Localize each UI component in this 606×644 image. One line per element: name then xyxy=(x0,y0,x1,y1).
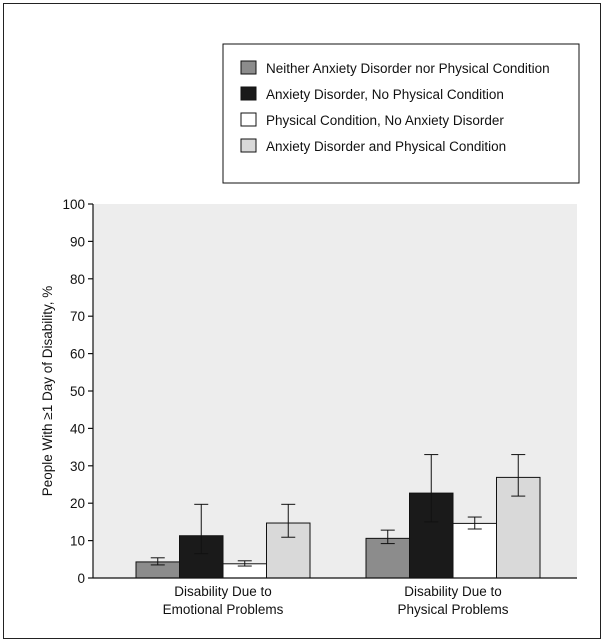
legend-label: Physical Condition, No Anxiety Disorder xyxy=(266,113,504,128)
error-bar xyxy=(511,454,526,497)
y-axis: 0 10 20 30 40 50 60 70 80 90 100 xyxy=(62,197,94,586)
y-tick-label: 80 xyxy=(70,272,85,287)
y-tick-label: 0 xyxy=(77,571,85,586)
y-tick-label: 10 xyxy=(70,534,85,549)
y-tick-label: 50 xyxy=(70,384,85,399)
error-bar xyxy=(380,529,395,545)
legend-box xyxy=(222,43,580,184)
legend-item: Physical Condition, No Anxiety Disorder xyxy=(240,112,504,128)
legend-swatch xyxy=(240,112,257,127)
figure-frame xyxy=(3,3,601,639)
y-tick-label: 100 xyxy=(62,197,85,212)
error-bar xyxy=(237,560,252,567)
error-bar xyxy=(150,557,165,566)
error-bar xyxy=(281,503,296,538)
y-tick-label: 70 xyxy=(70,309,85,324)
y-tick-label: 40 xyxy=(70,421,85,436)
error-bars xyxy=(150,454,526,567)
error-bar xyxy=(467,516,482,530)
bar xyxy=(365,537,410,579)
legend-item: Anxiety Disorder, No Physical Condition xyxy=(240,86,504,102)
error-bar xyxy=(424,454,439,523)
legend-label: Anxiety Disorder and Physical Condition xyxy=(266,139,506,154)
y-tick-label: 30 xyxy=(70,459,85,474)
y-tick-label: 20 xyxy=(70,496,85,511)
error-bar xyxy=(194,503,209,555)
x-tick-label: Disability Due to xyxy=(174,584,272,599)
legend: Neither Anxiety Disorder nor Physical Co… xyxy=(222,43,580,184)
bar xyxy=(452,522,497,579)
y-tick-label: 90 xyxy=(70,234,85,249)
y-axis-title: People With ≥1 Day of Disability, % xyxy=(40,286,55,497)
legend-label: Neither Anxiety Disorder nor Physical Co… xyxy=(266,61,550,76)
legend-swatch xyxy=(240,60,257,75)
legend-item: Anxiety Disorder and Physical Condition xyxy=(240,138,506,154)
x-tick-label: Disability Due to xyxy=(404,584,502,599)
legend-swatch xyxy=(240,138,257,153)
legend-label: Anxiety Disorder, No Physical Condition xyxy=(266,87,504,102)
x-tick-label: Emotional Problems xyxy=(163,602,284,617)
y-tick-label: 60 xyxy=(70,347,85,362)
legend-item: Neither Anxiety Disorder nor Physical Co… xyxy=(240,60,550,76)
legend-swatch xyxy=(240,86,257,101)
x-tick-label: Physical Problems xyxy=(397,602,508,617)
x-axis: Disability Due to Emotional Problems Disab… xyxy=(93,577,577,617)
